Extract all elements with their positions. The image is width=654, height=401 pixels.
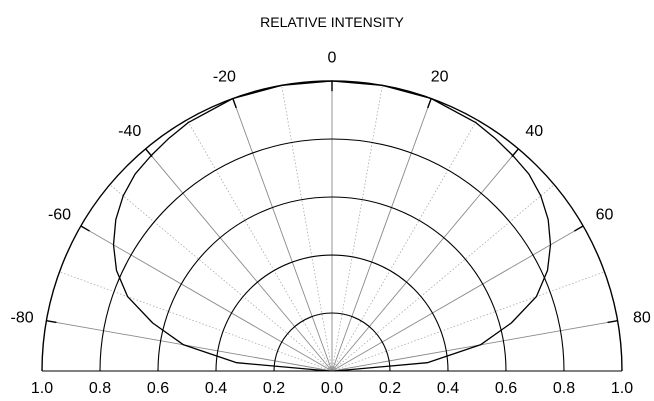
radial-circle (99, 138, 565, 372)
major-spoke-grid (46, 81, 618, 372)
radial-tick-label: 0.8 (89, 380, 111, 397)
radial-tick-label: 1.0 (31, 380, 53, 397)
radial-center-label: 0.0 (321, 380, 343, 397)
radial-tick-label: 0.6 (495, 380, 517, 397)
radial-circle (273, 312, 391, 372)
angle-tick-mark (607, 319, 618, 324)
angle-tick-label: 80 (633, 309, 651, 326)
intensity-curve (112, 80, 552, 372)
radial-tick-label: 0.2 (263, 380, 285, 397)
major-spoke-line (331, 148, 519, 372)
radial-tick-labels: 1.0 0.8 0.6 0.4 0.2 0.0 0.2 0.4 0.6 0.8 1.0 (31, 380, 633, 397)
major-spoke-line (331, 98, 432, 372)
angle-tick-label: 20 (431, 68, 449, 85)
radial-circle (157, 196, 507, 372)
chart-title: RELATIVE INTENSITY (260, 14, 404, 30)
major-spoke-line (46, 320, 333, 372)
angle-tick-label: -40 (118, 123, 141, 140)
radial-tick-label: 0.6 (147, 380, 169, 397)
angle-tick-mark (46, 319, 57, 324)
angle-tick-label: 0 (328, 49, 337, 66)
major-spoke-line (331, 320, 618, 372)
minor-spoke-line (331, 119, 478, 372)
radial-tick-label: 0.4 (205, 380, 227, 397)
major-spoke-line (145, 148, 333, 372)
angle-tick-mark (80, 225, 90, 232)
minor-spoke-line (109, 184, 333, 372)
minor-spoke-line (331, 271, 605, 372)
angle-tick-label: -60 (48, 207, 71, 224)
angle-tick-mark (574, 225, 584, 232)
angle-tick-labels: -80 -60 -40 -20 0 20 40 60 80 (11, 49, 651, 326)
angle-tick-label: 40 (525, 123, 543, 140)
radial-tick-label: 1.0 (611, 380, 633, 397)
intensity-curve-layer (112, 80, 552, 372)
minor-spoke-line (186, 119, 333, 372)
minor-spoke-line (331, 184, 555, 372)
radial-tick-label: 0.4 (437, 380, 459, 397)
angle-tick-mark (427, 98, 432, 109)
angle-tick-label: -20 (213, 68, 236, 85)
angle-tick-mark (232, 98, 237, 109)
major-spoke-line (80, 225, 333, 372)
angle-tick-label: -80 (11, 309, 34, 326)
minor-spoke-line (281, 85, 333, 372)
minor-spoke-line (59, 271, 333, 372)
radial-circle (215, 254, 449, 372)
radial-tick-label: 0.2 (379, 380, 401, 397)
angle-tick-label: 60 (596, 207, 614, 224)
radial-tick-label: 0.8 (553, 380, 575, 397)
major-spoke-line (232, 98, 333, 372)
minor-spoke-line (331, 85, 383, 372)
major-spoke-line (331, 225, 584, 372)
